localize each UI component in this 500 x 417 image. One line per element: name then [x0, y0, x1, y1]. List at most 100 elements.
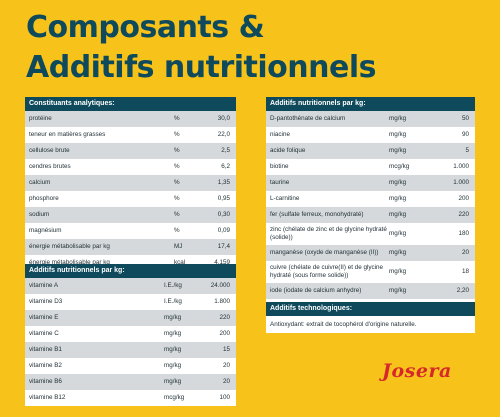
row-value: 6,2	[221, 163, 230, 170]
row-unit: mg/kg	[389, 211, 407, 218]
vitamins-heading: Additifs nutritionnels par kg:	[25, 264, 236, 278]
row-name: acide folique	[270, 147, 306, 154]
table-row: manganèse (oxyde de manganèse (II)) mg/kg…	[266, 245, 475, 261]
row-name: calcium	[29, 179, 51, 186]
table-row: taurine mg/kg 1.000	[266, 175, 475, 191]
table-row: teneur en matières grasses% 22,0	[25, 127, 236, 143]
row-value: 5	[465, 147, 469, 154]
row-value: 18	[461, 268, 469, 275]
row-unit: mcg/kg	[389, 163, 410, 170]
row-value: 15	[222, 346, 230, 353]
table-row: fer (sulfate ferreux, monohydraté) mg/kg 2…	[266, 207, 475, 223]
row-unit: %	[174, 211, 180, 218]
row-unit: %	[174, 131, 180, 138]
table-row: vitamine B2 mg/kg 20	[25, 358, 236, 374]
row-name: vitamine B12	[29, 394, 66, 401]
additives-panel: Additifs nutritionnels par kg: D-pantoth…	[266, 97, 475, 315]
row-value: 1.800	[214, 298, 230, 305]
table-row: D-pantothénate de calcium mg/kg 50	[266, 111, 475, 127]
row-name: vitamine A	[29, 282, 59, 289]
row-unit: mg/kg	[389, 195, 407, 202]
row-unit: mg/kg	[164, 346, 182, 353]
row-name: vitamine C	[29, 330, 59, 337]
row-name: iode (iodate de calcium anhydre)	[270, 287, 362, 294]
josera-logo: Josera	[382, 360, 452, 382]
row-value: 20	[222, 362, 230, 369]
row-value: 220	[458, 211, 469, 218]
row-name: zinc (chélate de zinc et de glycine hydr…	[270, 226, 387, 241]
row-name: L-carnitine	[270, 195, 300, 202]
row-unit: mg/kg	[389, 115, 407, 122]
row-name: vitamine B2	[29, 362, 62, 369]
table-row: énergie métabolisable par kg kcal 4.159	[25, 255, 236, 271]
row-unit: mg/kg	[164, 330, 182, 337]
page-title: Composants & Additifs nutritionnels	[26, 8, 377, 88]
row-name: biotine	[270, 163, 289, 170]
row-name: protéine	[29, 115, 52, 122]
row-value: 50	[461, 115, 469, 122]
row-value: 0,95	[217, 195, 230, 202]
row-value: 2,5	[221, 147, 230, 154]
row-value: 1,35	[217, 179, 230, 186]
row-value: 0,09	[217, 227, 230, 234]
table-row: vitamine B1 mg/kg 15	[25, 342, 236, 358]
row-name: teneur en matières grasses	[29, 131, 106, 138]
title-line-2: Additifs nutritionnels	[26, 50, 377, 85]
row-unit: %	[174, 227, 180, 234]
row-value: 30,0	[217, 115, 230, 122]
row-value: 200	[219, 330, 230, 337]
row-value: 20	[461, 249, 469, 256]
table-row: énergie métabolisable par kg MJ 17,4	[25, 239, 236, 255]
row-unit: %	[174, 147, 180, 154]
table-row: phosphore% 0,95	[25, 191, 236, 207]
table-row: niacine mg/kg 90	[266, 127, 475, 143]
row-unit: I.E./kg	[164, 282, 182, 289]
analytical-heading: Constituants analytiques:	[25, 97, 236, 111]
table-row: biotine mcg/kg 1.000	[266, 159, 475, 175]
row-value: 200	[458, 195, 469, 202]
title-line-1: Composants &	[26, 10, 265, 45]
additives-table: D-pantothénate de calcium mg/kg 50 niacine m…	[266, 111, 475, 315]
row-name: vitamine B1	[29, 346, 62, 353]
row-name: cendres brutes	[29, 163, 71, 170]
row-unit: mg/kg	[389, 131, 407, 138]
table-row: L-carnitine mg/kg 200	[266, 191, 475, 207]
row-name: phosphore	[29, 195, 59, 202]
row-unit: %	[174, 115, 180, 122]
row-value: 180	[458, 230, 469, 237]
row-name: manganèse (oxyde de manganèse (II))	[270, 249, 379, 256]
row-unit: mg/kg	[164, 314, 182, 321]
row-name: niacine	[270, 131, 290, 138]
row-unit: kcal	[174, 259, 186, 266]
row-unit: mg/kg	[389, 287, 407, 294]
row-unit: %	[174, 195, 180, 202]
row-name: taurine	[270, 179, 290, 186]
row-value: 0,30	[217, 211, 230, 218]
row-unit: I.E./kg	[164, 298, 182, 305]
table-row: sodium% 0,30	[25, 207, 236, 223]
table-row: cuivre (chélate de cuivre(II) et de glyc…	[266, 261, 475, 283]
row-name: énergie métabolisable par kg	[29, 243, 110, 250]
table-row: vitamine B6 mg/kg 20	[25, 374, 236, 390]
row-value: 2,20	[456, 287, 469, 294]
table-row: vitamine D3 I.E./kg 1.800	[25, 294, 236, 310]
table-row: vitamine B12 mcg/kg 100	[25, 390, 236, 406]
table-row: cellulose brute% 2,5	[25, 143, 236, 159]
row-value: 1.000	[453, 179, 469, 186]
row-name: cuivre (chélate de cuivre(II) et de glyc…	[270, 264, 384, 279]
row-unit: mg/kg	[389, 230, 407, 237]
table-row: cendres brutes% 6,2	[25, 159, 236, 175]
table-row: acide folique mg/kg 5	[266, 143, 475, 159]
table-row: protéine% 30,0	[25, 111, 236, 127]
row-unit: mg/kg	[389, 249, 407, 256]
table-row: vitamine E mg/kg 220	[25, 310, 236, 326]
row-name: vitamine E	[29, 314, 59, 321]
table-row: zinc (chélate de zinc et de glycine hydr…	[266, 223, 475, 245]
row-name: magnésium	[29, 227, 62, 234]
row-name: vitamine D3	[29, 298, 63, 305]
vitamins-panel: Additifs nutritionnels par kg: vitamine …	[25, 264, 236, 406]
row-name: énergie métabolisable par kg	[29, 259, 110, 266]
analytical-table: protéine% 30,0 teneur en matières grasses%…	[25, 111, 236, 271]
additives-heading: Additifs nutritionnels par kg:	[266, 97, 475, 111]
row-unit: MJ	[174, 243, 183, 250]
